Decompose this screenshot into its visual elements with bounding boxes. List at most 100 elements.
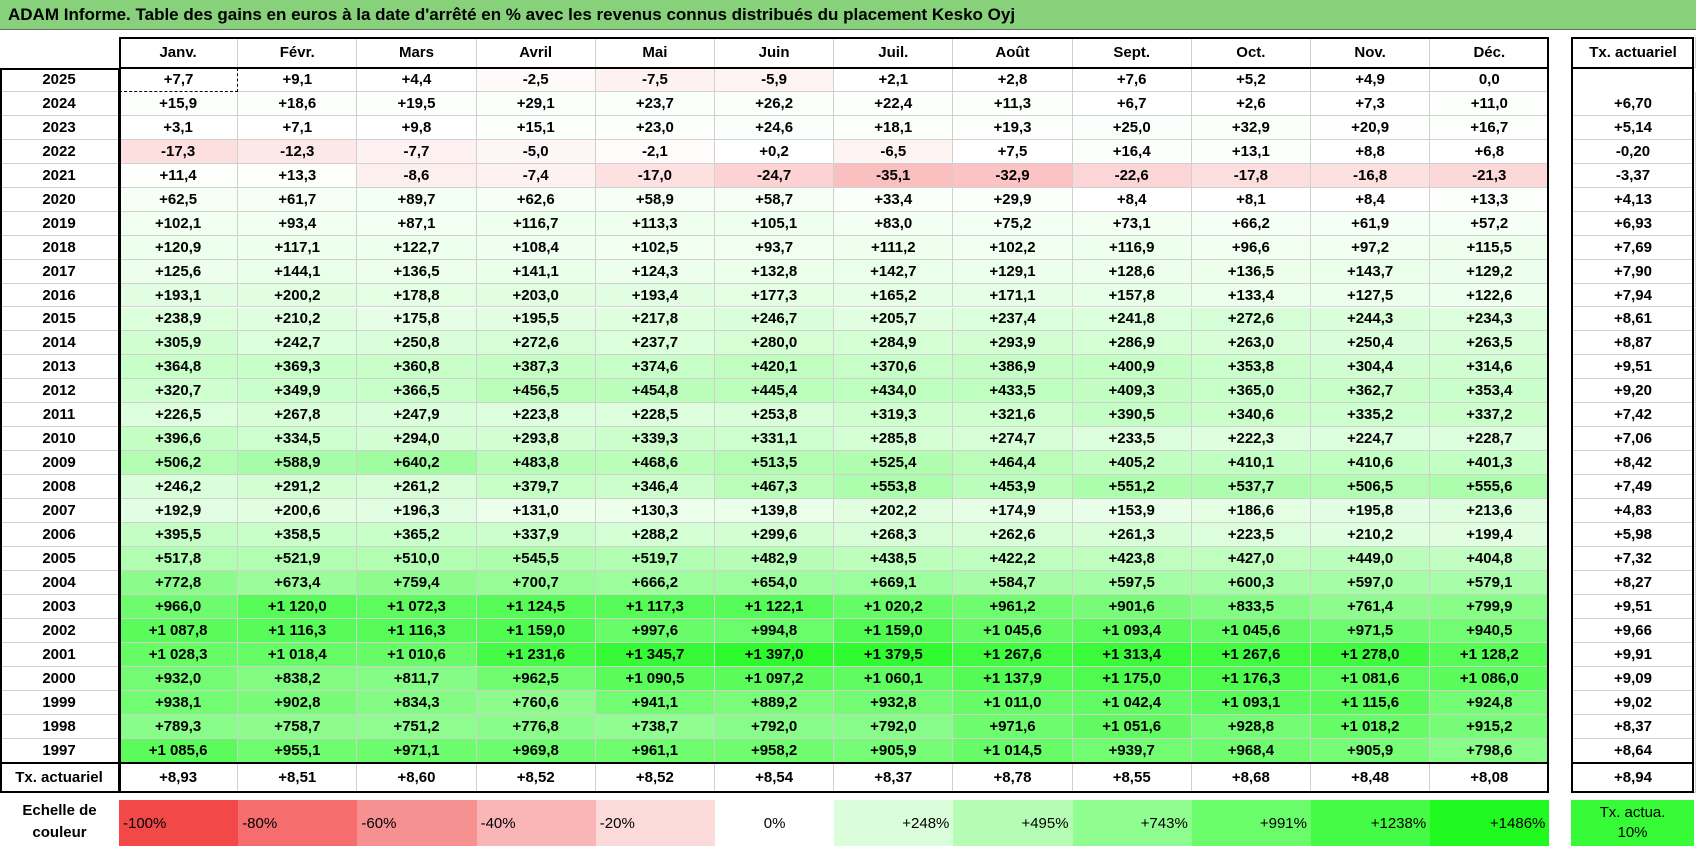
gain-cell: +139,8 xyxy=(715,499,835,524)
row-year: 2005 xyxy=(0,547,119,571)
gain-cell: +11,4 xyxy=(119,163,239,188)
gain-cell: +1 081,6 xyxy=(1311,666,1431,691)
gain-cell: +395,5 xyxy=(119,523,239,547)
gain-cell: +193,1 xyxy=(119,283,239,308)
row-total: +7,94 xyxy=(1571,283,1696,308)
gain-cell: +1 122,1 xyxy=(715,594,835,619)
gain-cell: +122,7 xyxy=(357,235,477,260)
row-total: +6,70 xyxy=(1571,91,1696,116)
column-header: Sept. xyxy=(1072,37,1192,68)
gain-cell: +939,7 xyxy=(1072,738,1192,763)
row-total: +4,13 xyxy=(1571,187,1696,212)
gain-cell: +113,3 xyxy=(595,211,715,236)
gain-cell: +178,8 xyxy=(357,283,477,308)
gain-cell: +971,5 xyxy=(1311,618,1431,643)
gain-cell: +358,5 xyxy=(238,523,358,547)
gain-cell: +144,1 xyxy=(238,259,358,284)
gain-cell: +1 014,5 xyxy=(953,738,1073,763)
row-total: +8,87 xyxy=(1571,331,1696,356)
gain-cell: +57,2 xyxy=(1430,211,1550,236)
gain-cell: +15,1 xyxy=(476,115,596,140)
gain-cell: +22,4 xyxy=(834,91,954,116)
gain-cell: +789,3 xyxy=(119,714,239,739)
gain-cell: +4,9 xyxy=(1311,68,1431,92)
gain-cell: +93,7 xyxy=(715,235,835,260)
gain-cell: +130,3 xyxy=(595,499,715,524)
gain-cell: +901,6 xyxy=(1072,594,1192,619)
gain-cell: +838,2 xyxy=(238,666,358,691)
row-total: +8,61 xyxy=(1571,307,1696,332)
gain-cell: +13,3 xyxy=(1430,187,1550,212)
gain-cell: +117,1 xyxy=(238,235,358,260)
gain-cell: +199,4 xyxy=(1430,523,1550,547)
gain-cell: +772,8 xyxy=(119,570,239,595)
gain-cell: +8,1 xyxy=(1191,187,1311,212)
gain-cell: +362,7 xyxy=(1311,379,1431,404)
gain-cell: +1 116,3 xyxy=(357,618,477,643)
gain-cell: +320,7 xyxy=(119,379,239,404)
row-total: +8,42 xyxy=(1571,451,1696,476)
gain-cell: +751,2 xyxy=(357,714,477,739)
gain-cell: +506,5 xyxy=(1311,475,1431,500)
gain-cell: +331,1 xyxy=(715,427,835,452)
gain-cell: +128,6 xyxy=(1072,259,1192,284)
gain-cell: +131,0 xyxy=(476,499,596,524)
row-year: 2012 xyxy=(0,379,119,404)
gain-cell: +453,9 xyxy=(953,475,1073,500)
gain-cell: +1 267,6 xyxy=(1191,642,1311,667)
gain-cell: +108,4 xyxy=(476,235,596,260)
row-year: 2024 xyxy=(0,91,119,116)
gain-cell: +1 011,0 xyxy=(953,690,1073,715)
gain-cell: +966,0 xyxy=(119,594,239,619)
gain-cell: +233,5 xyxy=(1072,427,1192,452)
gain-cell: +958,2 xyxy=(715,738,835,763)
gain-cell: +213,6 xyxy=(1430,499,1550,524)
column-header: Juil. xyxy=(834,37,954,68)
gain-cell: +673,4 xyxy=(238,570,358,595)
footer-cell: +8,78 xyxy=(953,762,1073,793)
gain-cell: +58,7 xyxy=(715,187,835,212)
gain-cell: +525,4 xyxy=(834,451,954,476)
gain-cell: +171,1 xyxy=(953,283,1073,308)
gain-cell: +1 093,1 xyxy=(1191,690,1311,715)
footer-cell: +8,51 xyxy=(238,762,358,793)
gain-cell: +87,1 xyxy=(357,211,477,236)
footer-cell: +8,54 xyxy=(715,762,835,793)
gain-cell: +410,6 xyxy=(1311,451,1431,476)
gain-cell: +246,2 xyxy=(119,475,239,500)
gain-cell: +1 176,3 xyxy=(1191,666,1311,691)
gain-cell: +811,7 xyxy=(357,666,477,691)
gain-cell: +1 124,5 xyxy=(476,594,596,619)
gain-cell: +386,9 xyxy=(953,355,1073,380)
gain-cell: +666,2 xyxy=(595,570,715,595)
gain-cell: +955,1 xyxy=(238,738,358,763)
gain-cell: -7,5 xyxy=(595,68,715,92)
gain-cell: +506,2 xyxy=(119,451,239,476)
gain-cell: +226,5 xyxy=(119,403,239,428)
legend-stop: -20% xyxy=(595,800,715,846)
gain-cell: -21,3 xyxy=(1430,163,1550,188)
gain-cell: +776,8 xyxy=(476,714,596,739)
gain-cell: +454,8 xyxy=(595,379,715,404)
gain-cell: +584,7 xyxy=(953,570,1073,595)
gain-cell: +268,3 xyxy=(834,523,954,547)
gain-cell: +153,9 xyxy=(1072,499,1192,524)
row-year: 2025 xyxy=(0,68,119,92)
gain-cell: +1 278,0 xyxy=(1311,642,1431,667)
gain-cell: +237,4 xyxy=(953,307,1073,332)
legend-stop: 0% xyxy=(715,800,835,846)
gain-cell: +116,9 xyxy=(1072,235,1192,260)
gain-cell: +261,3 xyxy=(1072,523,1192,547)
gain-cell: +143,7 xyxy=(1311,259,1431,284)
gain-cell: +13,1 xyxy=(1191,139,1311,164)
gain-cell: +136,5 xyxy=(1191,259,1311,284)
legend-label: Echelle de couleur xyxy=(22,802,97,841)
gain-cell: +32,9 xyxy=(1191,115,1311,140)
gain-cell: +274,7 xyxy=(953,427,1073,452)
gain-cell: +971,6 xyxy=(953,714,1073,739)
gain-cell: +889,2 xyxy=(715,690,835,715)
gain-cell: +1 231,6 xyxy=(476,642,596,667)
gain-cell: +337,9 xyxy=(476,523,596,547)
gain-cell: +200,6 xyxy=(238,499,358,524)
gain-cell: +253,8 xyxy=(715,403,835,428)
